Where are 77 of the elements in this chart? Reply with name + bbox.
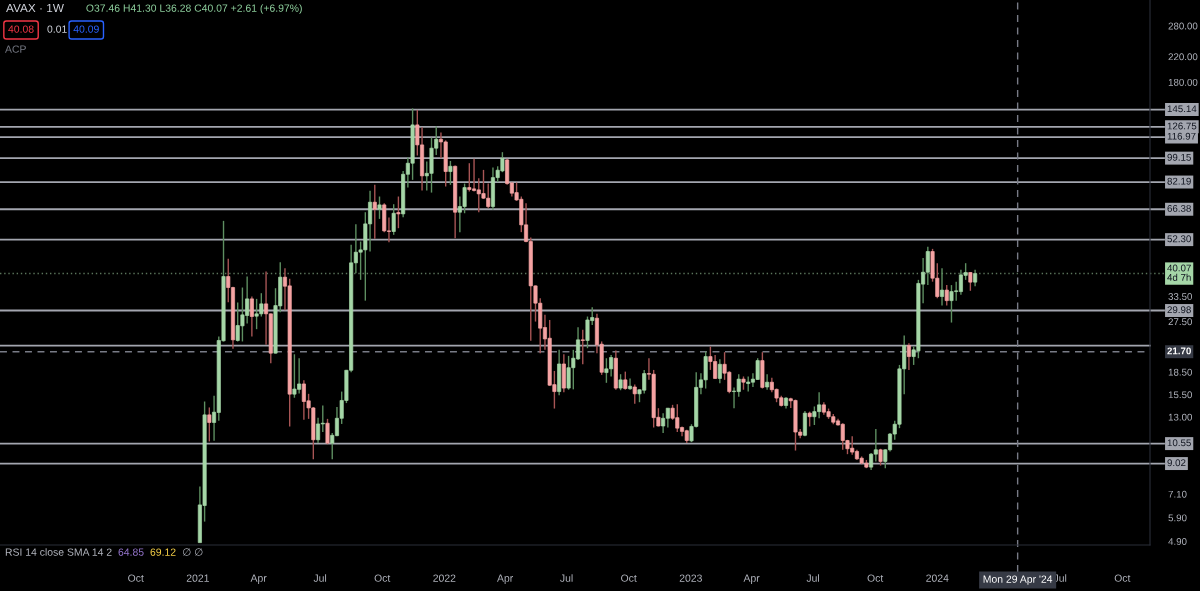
text: ∅ ∅: [183, 548, 203, 556]
candlestick: [632, 383, 637, 405]
candlestick: [372, 184, 377, 240]
ref-line-label: 21.70: [1167, 347, 1191, 355]
candlestick: [628, 377, 633, 391]
chart-title: AVAX · 1W: [6, 3, 64, 13]
candlestick: [377, 195, 382, 220]
x-tick-label: Oct: [1114, 574, 1131, 582]
x-tick-label: Oct: [128, 574, 144, 582]
ref-line-label: 9.02: [1167, 459, 1186, 467]
candlestick: [802, 410, 807, 438]
ref-line-label: 10.55: [1167, 439, 1191, 447]
ref-line-label: 29.98: [1167, 306, 1191, 314]
y-tick-label: 18.50: [1168, 368, 1192, 376]
x-tick-label: Oct: [621, 574, 637, 582]
x-tick-label: Jul: [806, 574, 819, 582]
x-tick-label: Apr: [250, 574, 267, 584]
x-tick-label: 2023: [679, 574, 702, 582]
x-tick-label: Jul: [560, 574, 573, 582]
y-tick-label: 220.00: [1168, 53, 1198, 61]
text: 69.12: [150, 548, 176, 556]
annotation: ACP: [5, 45, 26, 53]
candlestick: [906, 342, 911, 371]
candlestick: [325, 418, 330, 445]
candlestick: [391, 203, 396, 236]
ref-line-label: 82.19: [1167, 177, 1191, 185]
x-tick-label: Oct: [867, 574, 884, 582]
x-tick-label: 2021: [186, 574, 209, 582]
candlestick: [968, 271, 973, 292]
ref-line-label: 40.07 4d 7h: [1167, 264, 1191, 281]
candlestick: [623, 370, 628, 391]
candlestick: [207, 406, 212, 443]
candlestick: [580, 329, 585, 365]
ref-line-label: 66.38: [1167, 204, 1191, 212]
annotation: 0.01: [47, 25, 67, 33]
y-tick-label: 280.00: [1168, 22, 1198, 30]
y-tick-label: 180.00: [1168, 78, 1198, 86]
candlestick: [448, 160, 453, 186]
x-tick-label: Apr: [743, 574, 760, 584]
candlestick: [604, 357, 609, 384]
ref-line-label: 52.30: [1167, 235, 1191, 243]
text: 64.85: [118, 548, 144, 556]
ref-line-label: 126.75: [1167, 122, 1197, 130]
x-tick-label: 2022: [433, 574, 456, 582]
candlestick: [717, 358, 722, 384]
ref-line-label: 145.14: [1167, 105, 1197, 113]
chart-subtitle: O37.46 H41.30 L36.28 C40.07 +2.61 (+6.97%): [86, 4, 302, 14]
candlestick: [467, 162, 472, 193]
candlestick: [944, 284, 949, 307]
candlestick: [949, 284, 954, 324]
candlestick: [940, 267, 945, 307]
annotation: 40.08: [8, 25, 34, 33]
candlestick: [665, 407, 670, 429]
y-tick-label: 7.10: [1168, 490, 1187, 498]
y-tick-label: 5.90: [1168, 514, 1187, 522]
y-tick-label: 33.50: [1168, 293, 1192, 300]
x-tick-label: Oct: [374, 574, 391, 582]
y-tick-label: 15.50: [1168, 391, 1192, 399]
x-tick-label: Apr: [497, 574, 514, 584]
candlestick: [703, 350, 708, 390]
candlestick: [765, 373, 770, 391]
y-tick-label: 4.90: [1168, 538, 1187, 545]
ref-line-label: Mon 29 Apr '24: [983, 575, 1053, 585]
candlestick: [292, 353, 297, 399]
ref-line-label: 116.97: [1167, 132, 1196, 140]
ref-line-label: 99.15: [1167, 153, 1191, 161]
candlestick: [925, 246, 930, 286]
text: RSI 14 close SMA 14 2: [5, 548, 112, 556]
x-tick-label: 2024: [926, 574, 949, 582]
candlestick: [316, 416, 321, 444]
candlestick: [661, 412, 666, 434]
y-tick-label: 13.00: [1168, 413, 1192, 421]
candlestick: [249, 295, 254, 338]
y-tick-label: 27.50: [1168, 318, 1192, 326]
x-tick-label: Jul: [313, 574, 327, 582]
annotation: 40.09: [73, 25, 99, 33]
candlestick: [396, 195, 401, 229]
